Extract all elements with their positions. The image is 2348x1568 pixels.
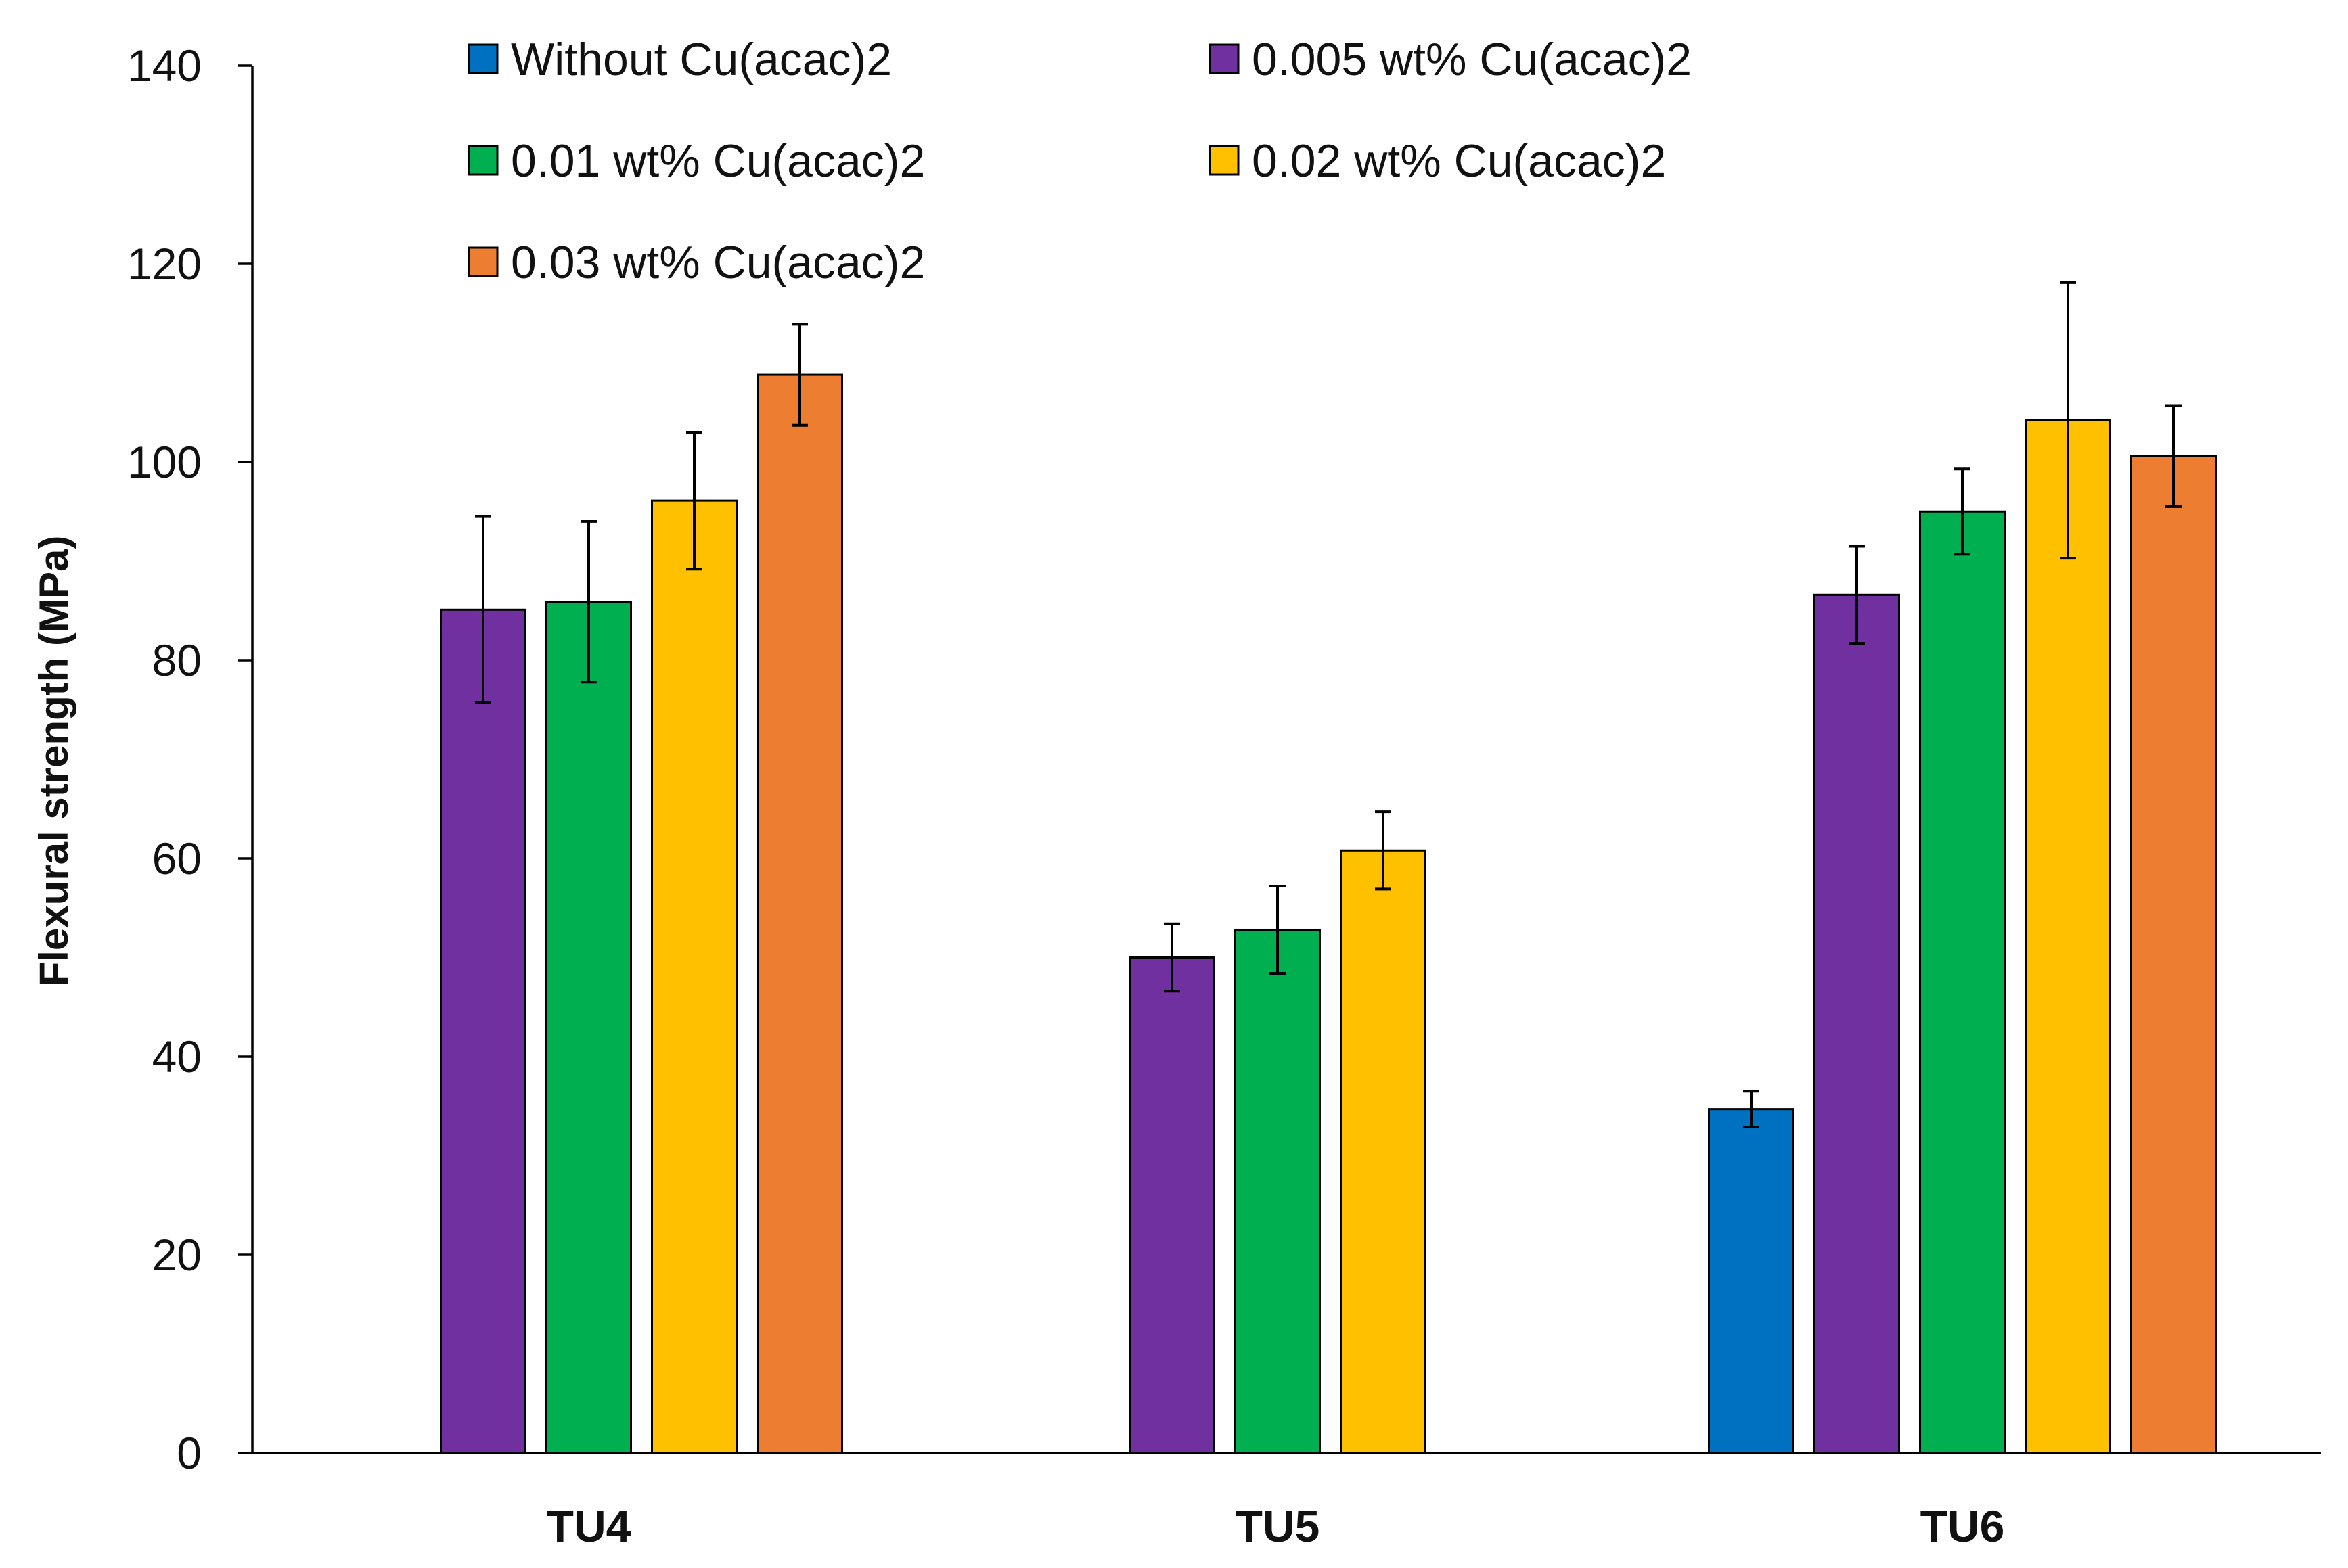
- y-tick-label: 60: [152, 833, 202, 883]
- error-bar-tu5-0-02-wt-cu-acac-2: [1375, 810, 1391, 891]
- bar-tu6-0-02-wt-cu-acac-2: [2025, 419, 2111, 1454]
- legend-label: 0.005 wt% Cu(acac)2: [1252, 34, 1692, 85]
- legend-label: 0.02 wt% Cu(acac)2: [1252, 135, 1666, 187]
- legend-item-0-03-wt-cu-acac-2: 0.03 wt% Cu(acac)2: [468, 237, 925, 288]
- category-label-tu4: TU4: [547, 1501, 631, 1551]
- bar-tu6-without-cu-acac-2: [1708, 1108, 1794, 1454]
- y-ticks-layer: 0 20 40 60 80 100 120 140: [127, 41, 252, 1478]
- bar-tu4-0-005-wt-cu-acac-2: [440, 608, 526, 1454]
- y-tick-label: 20: [152, 1230, 202, 1280]
- error-bar-tu5-0-01-wt-cu-acac-2: [1269, 885, 1286, 975]
- legend-item-0-01-wt-cu-acac-2: 0.01 wt% Cu(acac)2: [468, 135, 925, 187]
- bar-tu6-0-005-wt-cu-acac-2: [1813, 593, 1900, 1454]
- y-tick-label: 100: [127, 437, 202, 487]
- axes-layer: [251, 66, 2321, 1454]
- legend-swatch: [468, 145, 499, 176]
- bar-tu6-0-03-wt-cu-acac-2: [2130, 455, 2217, 1454]
- bar-tu4-0-01-wt-cu-acac-2: [545, 601, 632, 1454]
- legend-label: 0.01 wt% Cu(acac)2: [511, 135, 925, 187]
- category-label-tu5: TU5: [1236, 1501, 1320, 1551]
- bar-tu4-0-03-wt-cu-acac-2: [757, 373, 843, 1454]
- legend-item-0-005-wt-cu-acac-2: 0.005 wt% Cu(acac)2: [1209, 34, 1692, 85]
- error-bar-tu6-without-cu-acac-2: [1743, 1090, 1759, 1129]
- bars-layer: [440, 373, 2217, 1454]
- legend-swatch: [468, 43, 499, 74]
- error-bar-tu6-0-03-wt-cu-acac-2: [2165, 404, 2182, 508]
- error-bar-tu4-0-01-wt-cu-acac-2: [581, 520, 597, 684]
- legend-label: 0.03 wt% Cu(acac)2: [511, 237, 925, 288]
- error-bar-tu6-0-01-wt-cu-acac-2: [1954, 467, 1970, 556]
- y-axis-title: Flexural strength (MPa): [31, 536, 76, 987]
- y-tick-label: 120: [127, 239, 202, 289]
- error-bar-tu4-0-005-wt-cu-acac-2: [475, 515, 491, 704]
- legend-swatch: [1209, 145, 1240, 176]
- y-tick-label: 0: [177, 1428, 202, 1478]
- bar-tu5-0-02-wt-cu-acac-2: [1340, 849, 1426, 1454]
- bar-tu6-0-01-wt-cu-acac-2: [1919, 510, 2006, 1454]
- y-tick-label: 140: [127, 41, 202, 91]
- error-bar-tu6-0-005-wt-cu-acac-2: [1849, 545, 1865, 645]
- legend: Without Cu(acac)2 0.005 wt% Cu(acac)2 0.01…: [468, 34, 1692, 288]
- y-tick-label: 40: [152, 1032, 202, 1082]
- error-bar-tu5-0-005-wt-cu-acac-2: [1164, 922, 1180, 993]
- error-bar-tu4-0-02-wt-cu-acac-2: [686, 431, 702, 571]
- legend-label: Without Cu(acac)2: [511, 34, 892, 85]
- bar-tu5-0-01-wt-cu-acac-2: [1234, 928, 1321, 1454]
- legend-item-without-cu-acac-2: Without Cu(acac)2: [468, 34, 892, 85]
- legend-swatch: [468, 246, 499, 277]
- bar-tu4-0-02-wt-cu-acac-2: [651, 499, 738, 1454]
- error-bar-tu4-0-03-wt-cu-acac-2: [792, 323, 808, 427]
- category-labels-layer: TU4 TU5 TU6: [547, 1501, 2005, 1551]
- error-bar-tu6-0-02-wt-cu-acac-2: [2060, 281, 2076, 560]
- error-bars-layer: [475, 281, 2182, 1129]
- y-tick-label: 80: [152, 635, 202, 685]
- legend-swatch: [1209, 43, 1240, 74]
- bar-tu5-0-005-wt-cu-acac-2: [1129, 956, 1215, 1454]
- category-label-tu6: TU6: [1920, 1501, 2005, 1551]
- legend-item-0-02-wt-cu-acac-2: 0.02 wt% Cu(acac)2: [1209, 135, 1666, 187]
